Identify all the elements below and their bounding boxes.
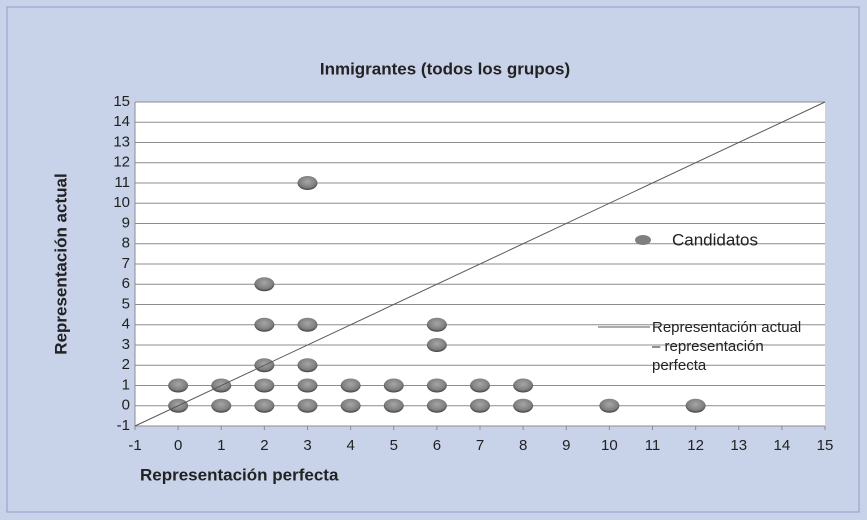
scatter-point [254, 277, 275, 292]
scatter-point [599, 398, 620, 413]
scatter-point [211, 398, 232, 413]
x-tick-label: 6 [433, 437, 441, 454]
y-tick-label: 13 [113, 133, 130, 150]
y-tick-label: 7 [122, 255, 130, 272]
chart-title: Inmigrantes (todos los grupos) [320, 59, 570, 78]
scatter-point [254, 378, 275, 393]
legend-label: Representación actual – representación p… [652, 319, 802, 374]
scatter-point [513, 378, 534, 393]
x-tick-label: 11 [645, 437, 661, 454]
scatter-point [254, 317, 275, 332]
y-tick-label: 14 [113, 113, 130, 130]
scatter-point [426, 338, 447, 352]
scatter-point [685, 398, 706, 413]
scatter-point [470, 398, 490, 413]
scatter-point [297, 358, 318, 373]
scatter-point [470, 378, 490, 393]
x-tick-label: 4 [346, 437, 354, 454]
frame-border [6, 6, 860, 513]
scatter-point [340, 378, 361, 393]
y-tick-label: 3 [122, 336, 130, 353]
x-axis-label: Representación perfecta [140, 465, 339, 484]
y-tick-label: 15 [113, 93, 130, 110]
scatter-point [297, 176, 318, 190]
scatter-point [297, 378, 318, 393]
y-tick-label: 8 [122, 235, 130, 252]
y-tick-label: 5 [122, 295, 130, 312]
reference-line [134, 101, 826, 427]
scatter-point [426, 378, 447, 393]
x-tick-label: 2 [260, 437, 268, 454]
y-tick-label: 12 [113, 154, 130, 171]
y-tick-label: 11 [114, 174, 130, 191]
x-tick-label: 14 [774, 437, 791, 454]
x-tick-label: -1 [128, 437, 141, 454]
y-tick-label: 10 [113, 194, 130, 211]
scatter-point [383, 398, 404, 413]
scatter-point [426, 398, 447, 413]
x-tick-label: 3 [303, 437, 311, 454]
x-tick-label: 0 [174, 437, 182, 454]
scatter-point [383, 378, 404, 393]
y-tick-label: 1 [122, 376, 130, 393]
y-axis-label: Representación actual [51, 173, 70, 354]
y-tick-label: 9 [122, 214, 130, 231]
scatter-point [297, 317, 318, 332]
y-tick-label: 6 [122, 275, 130, 292]
x-tick-label: 10 [601, 437, 618, 454]
x-tick-label: 12 [687, 437, 704, 454]
scatter-point [254, 398, 275, 413]
legend-marker [635, 235, 651, 245]
x-tick-label: 7 [476, 437, 484, 454]
scatter-point [297, 398, 318, 413]
scatter-point [426, 317, 447, 332]
x-tick-label: 8 [519, 437, 527, 454]
y-tick-label: 2 [122, 356, 130, 373]
scatter-point [168, 378, 189, 393]
legend-label: Candidatos [672, 230, 758, 249]
x-tick-label: 13 [730, 437, 747, 454]
scatter-point [340, 398, 361, 413]
x-tick-label: 9 [562, 437, 570, 454]
y-tick-label: -1 [117, 417, 130, 434]
y-tick-label: 0 [122, 397, 130, 414]
x-tick-label: 1 [217, 437, 225, 454]
scatter-point [513, 398, 534, 413]
x-tick-label: 5 [390, 437, 398, 454]
y-tick-label: 4 [122, 316, 130, 333]
x-tick-label: 15 [817, 437, 834, 454]
